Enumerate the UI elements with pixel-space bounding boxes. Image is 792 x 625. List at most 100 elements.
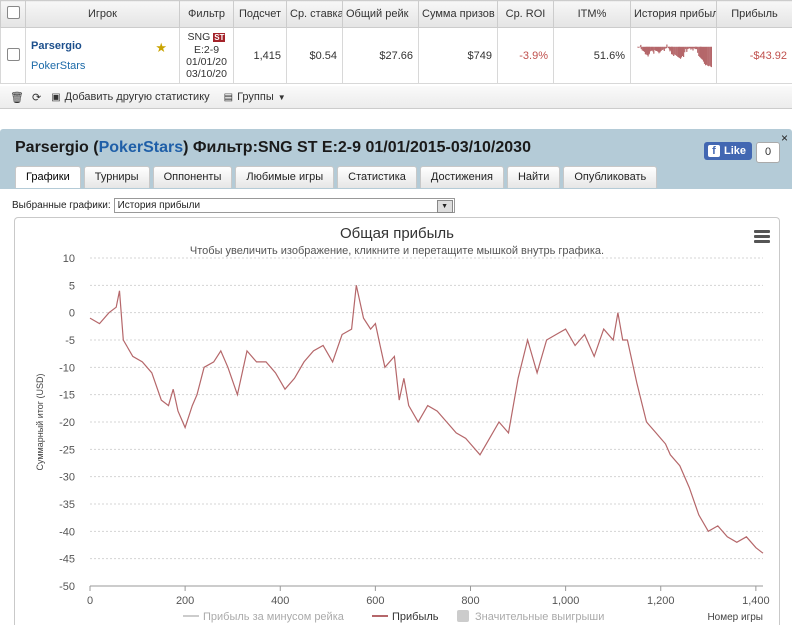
table-row: Parsergio PokerStars ★ SNG ST E:2-9 01/0… xyxy=(1,28,792,84)
col-filter[interactable]: Фильтр xyxy=(180,1,234,28)
y-tick-label: -35 xyxy=(59,499,75,511)
facebook-icon: f xyxy=(708,145,720,157)
add-stat-button[interactable]: ▣ Добавить другую статистику xyxy=(51,91,209,103)
delete-icon[interactable]: 🗑 xyxy=(10,91,24,104)
player-link[interactable]: Parsergio xyxy=(31,40,174,52)
table-header-row: Игрок Фильтр Подсчет Ср. ставка Общий ре… xyxy=(1,1,792,28)
sparkline-bar xyxy=(674,46,675,54)
close-icon[interactable]: × xyxy=(781,131,788,145)
col-profit[interactable]: Прибыль xyxy=(717,1,792,28)
profit-sparkline xyxy=(631,28,717,84)
prize-sum-value: $749 xyxy=(419,28,498,84)
x-tick-label: 200 xyxy=(176,595,194,607)
itm-value: 51.6% xyxy=(554,28,631,84)
x-tick-label: 1,400 xyxy=(742,595,770,607)
sparkline-bar xyxy=(640,44,641,46)
add-stat-icon: ▣ xyxy=(51,92,60,103)
tab-charts[interactable]: Графики xyxy=(15,166,81,188)
tab-statistics[interactable]: Статистика xyxy=(337,166,417,188)
sparkline-bar xyxy=(672,46,673,54)
sparkline-bar xyxy=(703,46,704,63)
tab-find[interactable]: Найти xyxy=(507,166,560,188)
y-tick-label: 0 xyxy=(69,308,75,320)
x-tick-label: 600 xyxy=(366,595,384,607)
x-tick-label: 0 xyxy=(87,595,93,607)
col-profit-history[interactable]: История прибыли xyxy=(631,1,717,28)
sparkline-bar xyxy=(683,46,684,56)
y-tick-label: -40 xyxy=(59,526,75,538)
chart-container[interactable]: Общая прибыль Чтобы увеличить изображени… xyxy=(14,217,780,625)
legend-item: Прибыль за минусом рейка xyxy=(203,611,345,623)
profit-value: -$43.92 xyxy=(717,28,792,84)
achievement-icon: ★ xyxy=(155,40,167,56)
chevron-down-icon: ▼ xyxy=(437,200,453,213)
y-tick-label: -30 xyxy=(59,472,75,484)
sparkline-bar xyxy=(664,46,665,48)
panel-header: Parsergio (PokerStars) Фильтр:SNG ST E:2… xyxy=(0,129,792,189)
sparkline-bar xyxy=(662,46,663,49)
col-total-rake[interactable]: Общий рейк xyxy=(343,1,419,28)
row-checkbox[interactable] xyxy=(1,28,26,84)
col-player[interactable]: Игрок xyxy=(26,1,180,28)
filter-cell: SNG ST E:2-9 01/01/20 03/10/20 xyxy=(180,28,234,84)
sparkline-bar xyxy=(656,46,657,50)
sparkline-bar xyxy=(711,46,712,66)
panel-site-link[interactable]: PokerStars xyxy=(99,139,184,156)
col-avg-stake[interactable]: Ср. ставка xyxy=(287,1,343,28)
facebook-like-button[interactable]: f Like xyxy=(704,142,752,160)
col-itm[interactable]: ITM% xyxy=(554,1,631,28)
sparkline-bar xyxy=(708,46,709,65)
sparkline-bar xyxy=(658,46,659,53)
stats-table: Игрок Фильтр Подсчет Ср. ставка Общий ре… xyxy=(0,0,792,84)
sparkline-bar xyxy=(665,46,666,47)
select-all-checkbox[interactable] xyxy=(1,1,26,28)
y-tick-label: 5 xyxy=(69,280,75,292)
legend-symbol xyxy=(457,610,469,622)
tab-achievements[interactable]: Достижения xyxy=(420,166,504,188)
col-count[interactable]: Подсчет xyxy=(234,1,287,28)
player-panel: Parsergio (PokerStars) Фильтр:SNG ST E:2… xyxy=(0,129,792,624)
tab-favorite-games[interactable]: Любимые игры xyxy=(235,166,334,188)
avg-stake-value: $0.54 xyxy=(287,28,343,84)
sparkline-bar xyxy=(653,46,654,53)
tab-tournaments[interactable]: Турниры xyxy=(84,166,150,188)
tab-publish[interactable]: Опубликовать xyxy=(563,166,657,188)
facebook-like-count: 0 xyxy=(756,142,780,163)
chart-selector-label: Выбранные графики: xyxy=(12,200,111,211)
sparkline-bar xyxy=(676,46,677,55)
tab-opponents[interactable]: Оппоненты xyxy=(153,166,233,188)
col-prize-sum[interactable]: Сумма призов xyxy=(419,1,498,28)
sparkline-bar xyxy=(706,46,707,64)
x-tick-label: 1,000 xyxy=(552,595,580,607)
y-tick-label: 10 xyxy=(63,253,75,265)
refresh-icon[interactable]: ⟳ xyxy=(32,91,41,104)
sparkline-bar xyxy=(685,46,686,48)
y-axis-label: Суммарный итог (USD) xyxy=(35,373,45,470)
col-avg-roi[interactable]: Ср. ROI xyxy=(498,1,554,28)
chart-selector-row: Выбранные графики: История прибыли ▼ xyxy=(12,198,455,213)
sparkline-bar xyxy=(687,46,688,48)
sparkline-bar xyxy=(666,44,667,46)
y-tick-label: -45 xyxy=(59,554,75,566)
y-tick-label: -10 xyxy=(59,362,75,374)
y-tick-label: -15 xyxy=(59,390,75,402)
sparkline-bar xyxy=(660,46,661,50)
x-axis-label: Номер игры xyxy=(707,612,763,623)
sparkline-bar xyxy=(697,46,698,52)
y-tick-label: -5 xyxy=(65,335,75,347)
x-tick-label: 400 xyxy=(271,595,289,607)
site-link[interactable]: PokerStars xyxy=(31,60,174,72)
profit-series-line xyxy=(90,285,763,553)
sparkline-bar xyxy=(638,46,639,47)
panel-title: Parsergio (PokerStars) Фильтр:SNG ST E:2… xyxy=(15,139,531,157)
avg-roi-value: -3.9% xyxy=(498,28,554,84)
x-tick-label: 800 xyxy=(461,595,479,607)
sparkline-bar xyxy=(641,46,642,50)
legend-item: Прибыль xyxy=(392,611,439,623)
sparkline-bar xyxy=(669,46,670,51)
legend-item: Значительные выигрыши xyxy=(475,611,604,623)
profit-sparkline-chart xyxy=(636,42,712,70)
groups-dropdown[interactable]: ▤ Группы ▼ xyxy=(224,91,286,103)
chart-selector[interactable]: История прибыли ▼ xyxy=(114,198,455,213)
total-rake-value: $27.66 xyxy=(343,28,419,84)
